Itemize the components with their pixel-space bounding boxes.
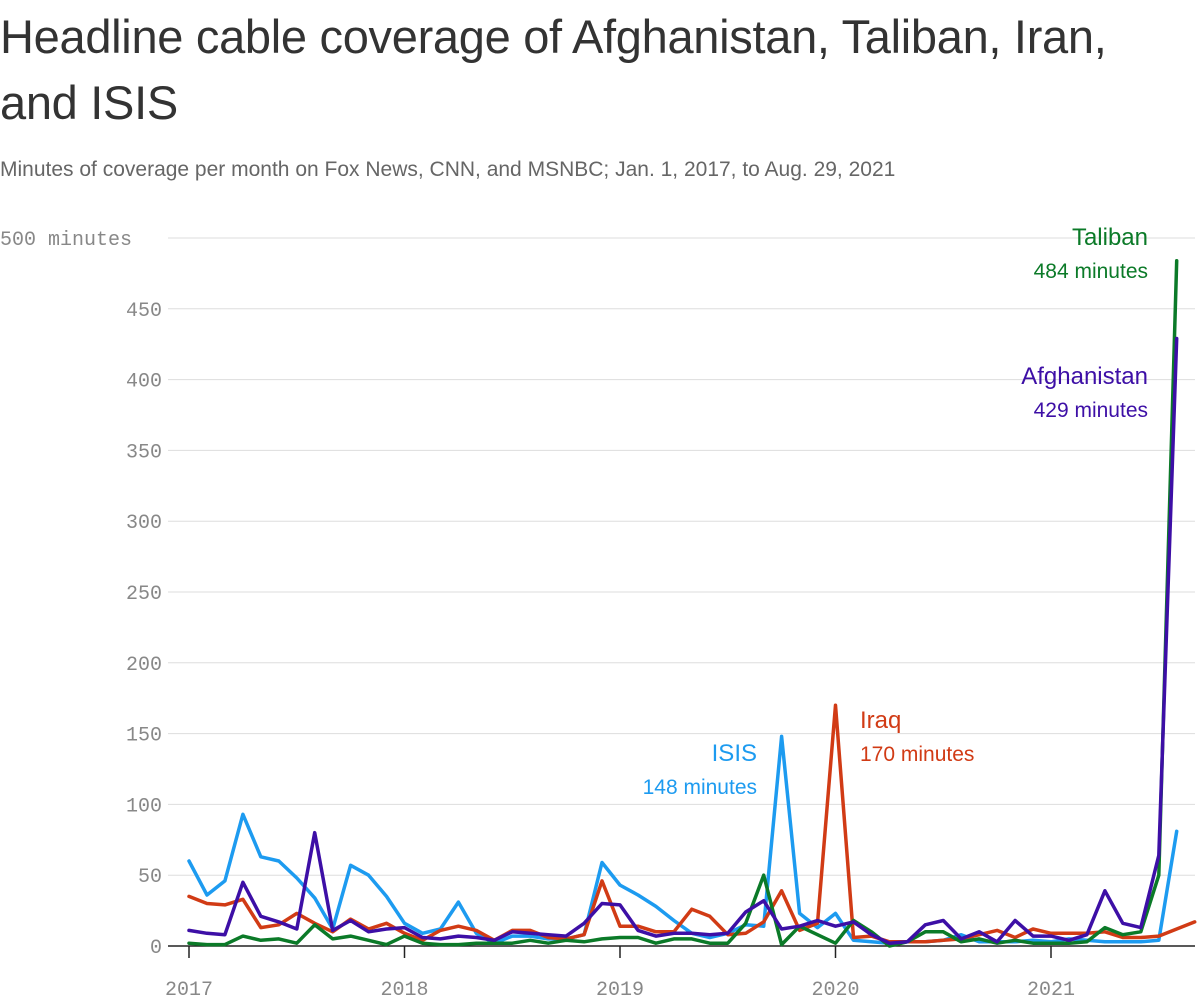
y-tick-label-450: 450 <box>126 300 162 323</box>
y-axis-ticks: 0 50 100 150 200 250 300 350 400 450 500 minutes <box>0 229 162 960</box>
series-value-label-isis: 148 minutes <box>643 776 757 799</box>
y-tick-label-50: 50 <box>138 866 162 889</box>
y-tick-label-400: 400 <box>126 371 162 394</box>
y-tick-label-0: 0 <box>150 937 162 960</box>
y-tick-label-300: 300 <box>126 512 162 535</box>
y-tick-label-200: 200 <box>126 654 162 677</box>
series-labels: ISIS 148 minutes Iraq 170 minutes Taliban 484… <box>643 224 1148 799</box>
series-value-label-taliban: 484 minutes <box>1034 260 1148 283</box>
x-tick-label-2020: 2020 <box>811 979 859 1000</box>
series-value-label-afghanistan: 429 minutes <box>1034 399 1148 422</box>
series-line-taliban <box>187 258 1179 948</box>
series-lines <box>187 258 1197 948</box>
x-tick-label-2018: 2018 <box>380 979 428 1000</box>
y-tick-label-250: 250 <box>126 583 162 606</box>
x-tick-label-2019: 2019 <box>596 979 644 1000</box>
gridlines <box>168 237 1195 947</box>
series-line-afghanistan <box>187 336 1179 945</box>
series-label-isis: ISIS <box>712 740 757 767</box>
series-line-isis <box>187 734 1179 945</box>
chart-title: Headline cable coverage of Afghanistan, … <box>0 10 1107 129</box>
y-tick-label-350: 350 <box>126 441 162 464</box>
x-tick-label-2021: 2021 <box>1027 979 1075 1000</box>
y-tick-label-150: 150 <box>126 725 162 748</box>
chart-subtitle: Minutes of coverage per month on Fox New… <box>0 158 896 181</box>
y-tick-label-100: 100 <box>126 795 162 818</box>
x-axis-ticks: 2017 2018 2019 2020 2021 <box>165 946 1075 1000</box>
series-label-afghanistan: Afghanistan <box>1021 363 1148 390</box>
series-value-label-iraq: 170 minutes <box>860 743 974 766</box>
x-tick-label-2017: 2017 <box>165 979 213 1000</box>
series-label-iraq: Iraq <box>860 707 901 734</box>
series-label-taliban: Taliban <box>1072 224 1148 251</box>
y-tick-label-500: 500 minutes <box>0 229 132 252</box>
